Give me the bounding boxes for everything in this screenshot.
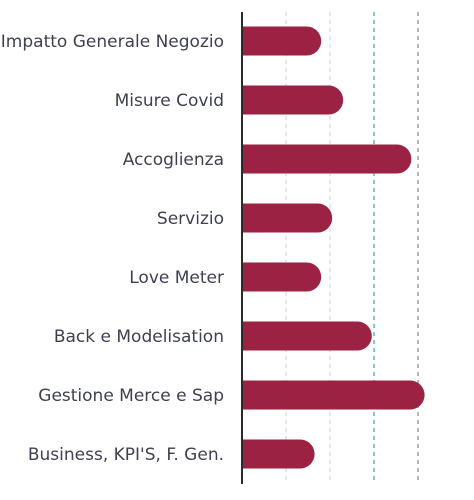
bar-6 xyxy=(242,321,372,351)
bar-1 xyxy=(242,26,322,56)
category-label-3: Accoglienza xyxy=(123,150,224,170)
category-label-5: Love Meter xyxy=(129,268,224,288)
bar-8 xyxy=(242,439,315,469)
category-labels: Impatto Generale Negozio Misure Covid Acco… xyxy=(1,32,224,465)
bars-layer xyxy=(242,26,425,469)
bar-2 xyxy=(242,85,344,115)
category-label-4: Servizio xyxy=(157,209,224,229)
bar-7 xyxy=(242,380,425,410)
category-label-2: Misure Covid xyxy=(115,91,224,111)
bar-5 xyxy=(242,262,322,292)
category-label-8: Business, KPI'S, F. Gen. xyxy=(28,445,224,465)
category-label-7: Gestione Merce e Sap xyxy=(38,386,224,406)
grid-layer xyxy=(285,12,419,484)
category-label-6: Back e Modelisation xyxy=(54,327,224,347)
bar-4 xyxy=(242,203,333,233)
category-label-1: Impatto Generale Negozio xyxy=(1,32,224,52)
bar-3 xyxy=(242,144,412,174)
